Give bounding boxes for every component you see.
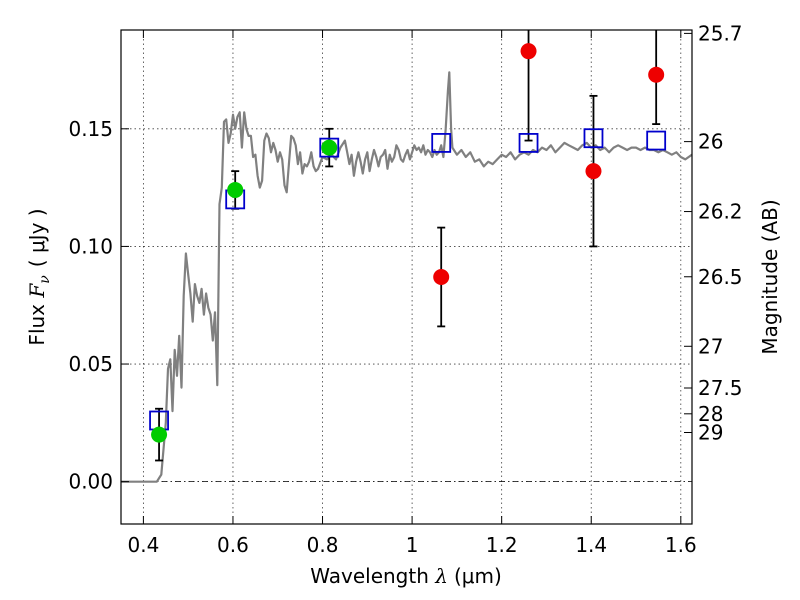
right-tick-label: 29 [698,421,723,445]
green-point [321,139,338,156]
model-square [646,130,667,151]
x-tick-label: 1 [406,533,419,557]
y-axis-title: Flux Fν( μJy ) [25,208,53,345]
plot-area [121,30,692,483]
right-tick-label: 28 [698,402,723,426]
red-point [648,66,665,83]
model-square [518,133,539,153]
right-tick-label: 27 [698,334,723,358]
model-square [319,137,340,158]
y-tick-label: 0.15 [68,117,113,141]
model-square [583,128,604,149]
y-tick-label: 0.10 [68,234,113,258]
x-tick-label: 0.8 [307,533,339,557]
grid-layer [121,30,692,524]
spectrum-line [121,71,692,483]
green-point [227,181,244,198]
x-axis-title: Wavelength λ (μm) [310,564,502,588]
x-tick-label: 1.4 [575,533,607,557]
right-tick-label: 25.7 [698,21,743,45]
red-point [585,163,602,180]
green-point [151,426,168,443]
x-tick-label: 0.6 [217,533,249,557]
x-tick-label: 0.4 [127,533,159,557]
x-tick-label: 1.2 [486,533,518,557]
right-tick-label: 27.5 [698,376,743,400]
right-tick-label: 26 [698,130,723,154]
red-point [433,269,450,285]
red-point [520,43,537,60]
right-tick-label: 26.2 [698,200,743,224]
plot-frame [120,29,693,525]
y-tick-label: 0.05 [68,352,113,376]
ticks-layer: 0.4 0.6 0.8 1 1.2 1.4 1.6 0.00 0.05 0.10 0.15 25.7 2… [68,21,742,557]
right-tick-label: 26.5 [698,265,743,289]
x-tick-label: 1.6 [665,533,697,557]
series-layer [121,30,692,483]
model-square [431,133,452,153]
y-tick-label: 0.00 [68,470,113,494]
right-axis-title: Magnitude (AB) [758,199,782,354]
